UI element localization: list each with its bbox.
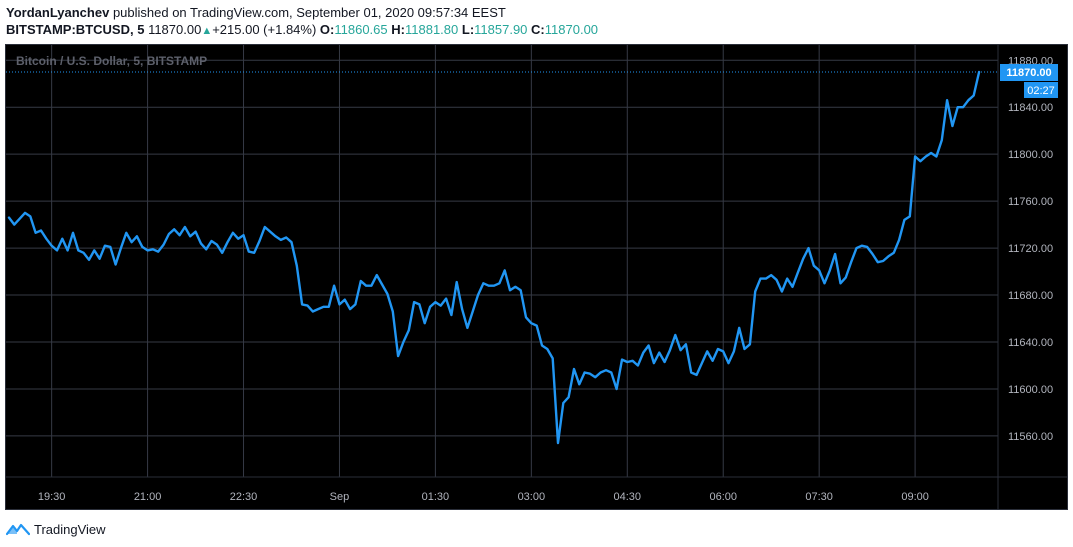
y-tick-label: 11720.00 bbox=[1008, 243, 1053, 255]
tradingview-brand[interactable]: TradingView bbox=[34, 521, 106, 537]
x-tick-label: 07:30 bbox=[805, 491, 833, 503]
x-tick-label: 19:30 bbox=[38, 491, 66, 503]
price-chart[interactable]: 11560.00 11600.00 11640.00 11680.00 11720.00… bbox=[6, 45, 1067, 509]
y-tick-label: 11760.00 bbox=[1008, 196, 1053, 208]
symbol-label: BITSTAMP:BTCUSD, 5 bbox=[6, 22, 145, 37]
open-value: 11860.65 bbox=[334, 22, 388, 37]
last-price-tag-label: 11870.00 bbox=[1006, 67, 1051, 79]
y-tick-label: 11680.00 bbox=[1008, 290, 1053, 302]
low-label: L: bbox=[461, 22, 475, 37]
price-series-line bbox=[7, 70, 981, 445]
chart-title: Bitcoin / U.S. Dollar, 5, BITSTAMP bbox=[16, 54, 207, 68]
ohlc-bar: BITSTAMP:BTCUSD, 5 11870.00▲+215.00 (+1.… bbox=[6, 22, 598, 37]
x-tick-label: 22:30 bbox=[230, 491, 258, 503]
low-value: 11857.90 bbox=[474, 22, 528, 37]
x-tick-label: 03:00 bbox=[518, 491, 546, 503]
x-tick-label: Sep bbox=[330, 491, 350, 503]
y-tick-label: 11840.00 bbox=[1008, 102, 1053, 114]
x-tick-label: 06:00 bbox=[709, 491, 737, 503]
last-price: 11870.00 bbox=[148, 22, 202, 37]
y-tick-label: 11640.00 bbox=[1008, 337, 1053, 349]
x-tick-label: 01:30 bbox=[422, 491, 450, 503]
open-label: O: bbox=[319, 22, 335, 37]
close-value: 11870.00 bbox=[544, 22, 599, 37]
publish-info: YordanLyanchev published on TradingView.… bbox=[6, 5, 506, 20]
x-tick-label: 04:30 bbox=[614, 491, 642, 503]
high-value: 11881.80 bbox=[404, 22, 459, 37]
high-label: H: bbox=[391, 22, 405, 37]
countdown-tag bbox=[1024, 82, 1058, 98]
up-arrow-icon: ▲ bbox=[201, 25, 213, 37]
countdown-label: 02:27 bbox=[1027, 85, 1055, 97]
chart-panel[interactable]: 11560.00 11600.00 11640.00 11680.00 11720.00… bbox=[5, 44, 1068, 510]
y-tick-label: 11800.00 bbox=[1008, 149, 1053, 161]
close-label: C: bbox=[531, 22, 545, 37]
x-tick-label: 21:00 bbox=[134, 491, 162, 503]
last-price-tag bbox=[1000, 64, 1058, 81]
tradingview-logo-icon[interactable] bbox=[6, 521, 30, 537]
y-tick-label: 11560.00 bbox=[1008, 431, 1053, 443]
y-tick-label: 11600.00 bbox=[1008, 384, 1053, 396]
footer: TradingView bbox=[6, 519, 106, 539]
published-text: published on TradingView.com, September … bbox=[112, 5, 506, 20]
x-tick-label: 09:00 bbox=[901, 491, 929, 503]
price-change: +215.00 (+1.84%) bbox=[212, 22, 317, 37]
author-name[interactable]: YordanLyanchev bbox=[6, 5, 110, 20]
